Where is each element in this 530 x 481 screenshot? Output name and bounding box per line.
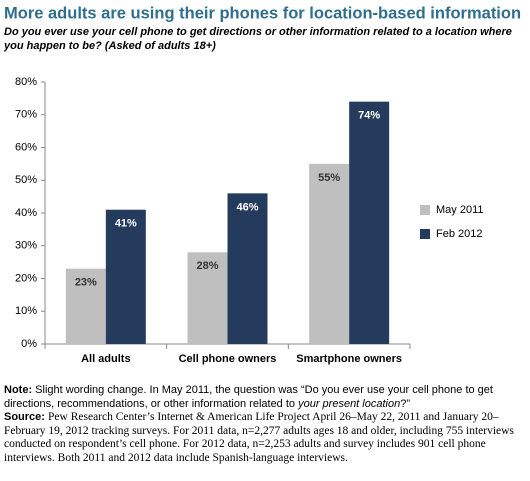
note-end: ?” <box>400 397 410 410</box>
y-tick-label: 10% <box>15 305 37 317</box>
bar <box>227 193 268 344</box>
x-tick-label: Smartphone owners <box>296 353 402 365</box>
value-label: 74% <box>358 110 380 122</box>
y-tick-label: 70% <box>15 109 37 121</box>
value-label: 41% <box>115 218 137 230</box>
source-text: Pew Research Center’s Internet & America… <box>4 411 514 464</box>
value-label: 28% <box>196 260 218 272</box>
bar <box>349 101 390 345</box>
legend-swatch <box>420 229 430 239</box>
value-label: 23% <box>75 277 97 289</box>
bar <box>105 209 146 344</box>
value-label: 46% <box>236 201 258 213</box>
note: Note: Slight wording change. In May 2011… <box>4 384 526 411</box>
note-text: Slight wording change. In May 2011, the … <box>4 384 493 410</box>
source: Source: Pew Research Center’s Internet &… <box>4 411 526 465</box>
x-tick-label: Cell phone owners <box>179 353 277 365</box>
legend-swatch <box>420 205 430 215</box>
legend-label: Feb 2012 <box>436 228 482 240</box>
chart-subtitle: Do you ever use your cell phone to get d… <box>4 26 512 52</box>
chart: More adults are using their phones for l… <box>4 4 521 365</box>
bar <box>65 268 106 344</box>
y-tick-label: 30% <box>15 240 37 252</box>
y-tick-label: 40% <box>15 207 37 219</box>
value-label: 55% <box>318 172 340 184</box>
legend-label: May 2011 <box>436 204 484 216</box>
y-tick-label: 0% <box>21 338 37 350</box>
x-tick-label: All adults <box>81 353 131 365</box>
y-tick-label: 80% <box>15 76 37 88</box>
chart-title: More adults are using their phones for l… <box>4 4 521 22</box>
note-italic: your present location <box>298 397 401 410</box>
y-tick-label: 50% <box>15 174 37 186</box>
bar <box>309 163 350 344</box>
subtitle-box: Do you ever use your cell phone to get d… <box>4 26 512 52</box>
y-tick-label: 60% <box>15 141 37 153</box>
y-tick-label: 20% <box>15 272 37 284</box>
bar <box>187 252 228 344</box>
notes: Note: Slight wording change. In May 2011… <box>4 384 526 465</box>
note-label: Note: <box>4 384 33 396</box>
source-label: Source: <box>4 411 45 423</box>
